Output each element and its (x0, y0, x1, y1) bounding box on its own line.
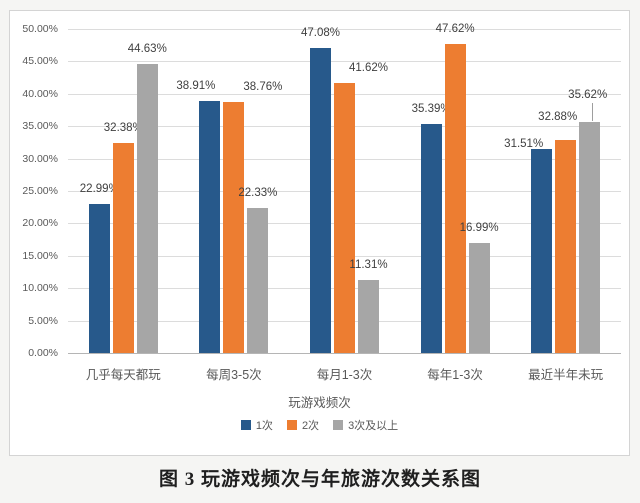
bar-1次-几乎每天都玩 (88, 204, 110, 353)
y-tick-label: 0.00% (28, 347, 58, 359)
chart-frame: 50.00% 45.00% 40.00% 35.00% 30.00% 25.00% 20.0… (9, 10, 630, 456)
legend-label: 1次 (255, 420, 273, 432)
bar-value-label: 44.63% (127, 42, 167, 55)
bar-3次及以上-每年1-3次 (468, 242, 490, 353)
y-tick-label: 25.00% (22, 185, 58, 197)
bar-1次-每月1-3次 (310, 47, 331, 353)
bar-value-label: 16.99% (459, 221, 499, 234)
y-tick-label: 35.00% (22, 120, 58, 133)
bar-value-label: 47.08% (300, 26, 341, 39)
figure-caption: 图 3 玩游戏频次与年旅游次数关系图 (158, 469, 481, 490)
bar-value-label: 38.76% (243, 80, 283, 93)
legend-item-2次: 2次 (286, 417, 320, 433)
bar-3次及以上-几乎每天都玩 (136, 63, 158, 353)
x-axis-title: 玩游戏频次 (288, 396, 351, 410)
plot-area: 22.99% 32.38% 44.63% 38.91% 38.76% 22.33% 47.0… (68, 23, 621, 354)
bar-value-label: 32.88% (538, 110, 578, 123)
bar-value-label: 32.38% (103, 122, 143, 135)
x-axis-category-labels: 几乎每天都玩 每周3-5次 每月1-3次 每年1-3次 最近半年未玩 (68, 364, 621, 383)
legend-label: 3次及以上 (348, 420, 399, 432)
bar-value-label: 38.91% (176, 79, 216, 92)
legend-label: 2次 (301, 420, 320, 432)
y-tick-label: 15.00% (22, 249, 58, 262)
bar-2次-每月1-3次 (334, 83, 355, 353)
bar-3次及以上-每月1-3次 (358, 279, 379, 353)
bar-value-label: 22.99% (79, 183, 119, 196)
x-category-label: 几乎每天都玩 (85, 368, 161, 382)
gridline (68, 29, 621, 30)
y-tick-label: 40.00% (22, 87, 58, 100)
y-tick-label: 5.00% (28, 314, 58, 327)
x-category-label: 每月1-3次 (316, 368, 373, 382)
x-axis-line (68, 353, 621, 354)
legend: 1次 2次 3次及以上 (10, 417, 629, 433)
bar-value-label: 47.62% (435, 23, 475, 36)
legend-swatch-icon (286, 420, 297, 430)
bar-2次-最近半年未玩 (555, 139, 577, 353)
legend-item-3次及以上: 3次及以上 (333, 417, 398, 433)
bar-3次及以上-每周3-5次 (247, 208, 269, 353)
legend-swatch-icon (333, 420, 344, 430)
y-tick-label: 10.00% (22, 282, 58, 295)
x-category-label: 每周3-5次 (206, 368, 262, 382)
bar-2次-几乎每天都玩 (112, 143, 134, 353)
x-category-label: 每年1-3次 (427, 368, 483, 382)
bar-1次-每周3-5次 (199, 100, 221, 353)
y-tick-label: 20.00% (22, 217, 58, 230)
bar-value-label: 35.62% (568, 89, 608, 102)
bar-2次-每年1-3次 (444, 44, 466, 353)
y-tick-label: 50.00% (22, 23, 58, 35)
bar-1次-每年1-3次 (420, 123, 442, 353)
label-leader-line (591, 103, 593, 122)
gridline (68, 61, 621, 63)
y-tick-label: 30.00% (22, 152, 58, 165)
bar-1次-最近半年未玩 (531, 148, 553, 353)
legend-swatch-icon (240, 420, 251, 430)
bar-value-label: 41.62% (348, 62, 389, 75)
y-axis: 50.00% 45.00% 40.00% 35.00% 30.00% 25.00% 20.0… (10, 23, 62, 359)
bar-3次及以上-最近半年未玩 (579, 122, 601, 353)
bar-value-label: 11.31% (349, 258, 388, 271)
bar-value-label: 22.33% (238, 187, 278, 200)
x-category-label: 最近半年未玩 (528, 368, 604, 382)
bar-value-label: 35.39% (411, 102, 451, 115)
legend-item-1次: 1次 (240, 417, 273, 433)
bar-value-label: 31.51% (504, 137, 544, 150)
bar-2次-每周3-5次 (223, 101, 245, 353)
y-tick-label: 45.00% (22, 55, 58, 68)
